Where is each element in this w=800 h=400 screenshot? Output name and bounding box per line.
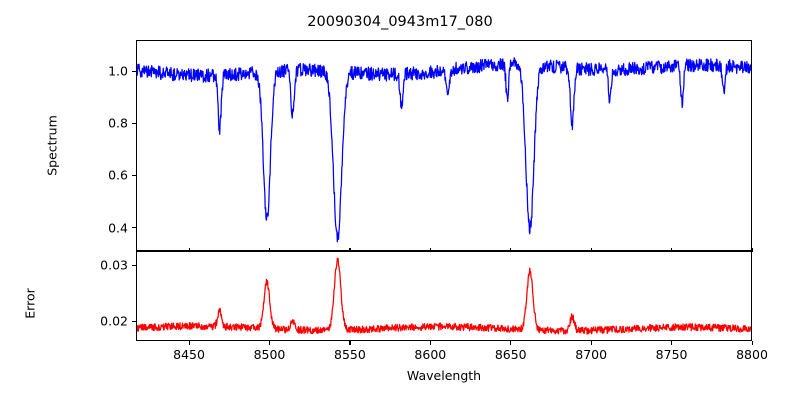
x-tick-mark: [268, 341, 271, 345]
x-tick-mark: [429, 341, 431, 345]
y-tick-mark: [132, 320, 136, 322]
y-tick-mark: [132, 174, 136, 177]
x-tick-label: 8800: [736, 347, 768, 362]
x-tick-mark: [751, 341, 753, 345]
y-tick-mark: [132, 264, 136, 266]
x-tick-mark-upper-panel: [349, 248, 351, 252]
spectrum-plot-panel: [136, 40, 752, 251]
x-tick-mark: [671, 341, 673, 345]
x-tick-label: 8500: [253, 347, 286, 362]
x-tick-label: 8550: [334, 347, 366, 362]
x-tick-label: 8650: [494, 347, 527, 362]
x-tick-mark: [510, 341, 512, 345]
x-tick-mark: [590, 341, 592, 345]
x-tick-label: 8450: [173, 347, 205, 362]
x-tick-mark: [349, 341, 351, 345]
x-tick-mark-upper-panel: [429, 248, 431, 252]
y-tick-label: 0.4: [108, 220, 128, 236]
x-tick-mark-upper-panel: [671, 248, 673, 252]
y-tick-mark: [132, 122, 136, 124]
y-tick-label: 0.02: [100, 313, 128, 329]
x-tick-mark: [188, 341, 190, 345]
y-tick-label: 0.8: [108, 115, 128, 131]
x-tick-label: 8600: [414, 347, 447, 362]
x-tick-mark-upper-panel: [751, 248, 753, 252]
x-tick-mark-upper-panel: [268, 248, 271, 252]
y-tick-label: 1.0: [108, 63, 128, 79]
page-title: 20090304_0943m17_080: [307, 14, 493, 30]
x-tick-label: 8700: [575, 347, 608, 362]
error-line-plot: [137, 252, 751, 340]
spectrum-line-plot: [137, 41, 751, 250]
x-tick-label: 8750: [655, 347, 688, 362]
wavelength-axis-label: Wavelength: [406, 368, 482, 383]
y-tick-label: 0.03: [100, 257, 128, 273]
error-plot-panel: [136, 251, 752, 341]
x-tick-mark-upper-panel: [590, 248, 592, 252]
spectrum-axis-label: Spectrum: [44, 115, 60, 176]
y-tick-mark: [132, 70, 136, 72]
y-tick-mark: [132, 227, 136, 229]
error-axis-label: Error: [22, 288, 38, 319]
x-tick-mark-upper-panel: [510, 248, 512, 252]
x-tick-mark-upper-panel: [188, 248, 190, 252]
y-tick-label: 0.6: [108, 167, 128, 183]
